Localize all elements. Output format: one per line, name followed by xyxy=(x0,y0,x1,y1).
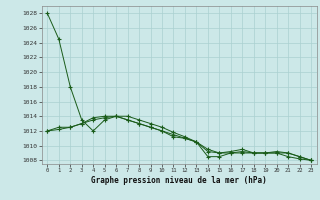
X-axis label: Graphe pression niveau de la mer (hPa): Graphe pression niveau de la mer (hPa) xyxy=(91,176,267,185)
